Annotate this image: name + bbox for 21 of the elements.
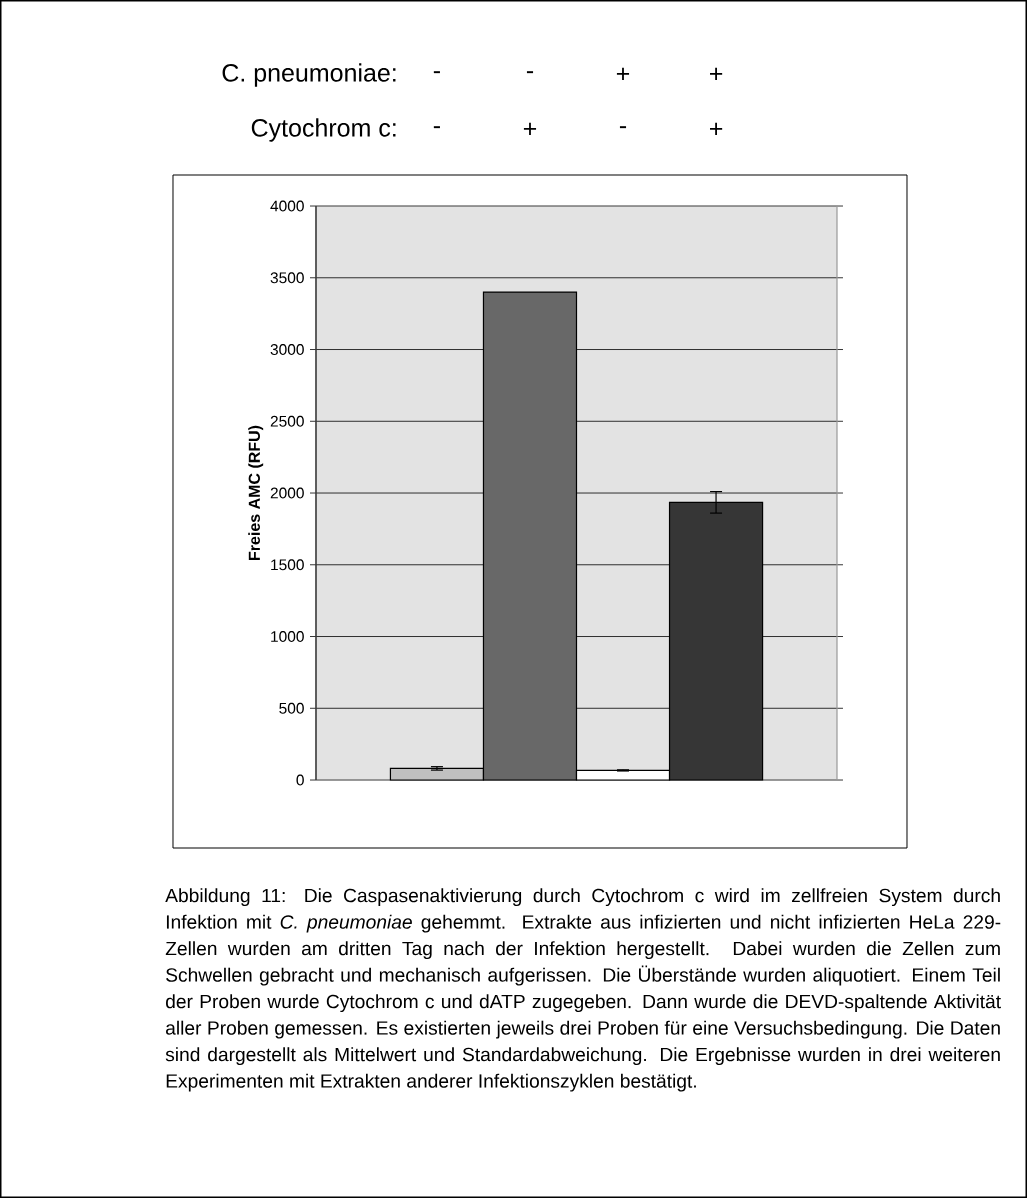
y-tick-label: 4000 bbox=[270, 200, 304, 212]
y-tick-label: 3000 bbox=[270, 344, 304, 356]
y-tick-label: 1500 bbox=[271, 559, 304, 571]
text: - bbox=[433, 71, 440, 74]
text: - bbox=[433, 126, 440, 129]
y-tick-label: 2500 bbox=[270, 415, 304, 427]
text: C. pneumoniae: bbox=[222, 63, 396, 87]
y-tick-label: 3500 bbox=[270, 272, 304, 284]
y-tick-label: 1000 bbox=[271, 631, 304, 643]
text: Cytochrom c: bbox=[251, 118, 396, 142]
text: + bbox=[616, 67, 630, 81]
y-tick-label: 500 bbox=[279, 702, 304, 714]
text: - bbox=[526, 71, 534, 74]
text: + bbox=[523, 122, 537, 136]
text: + bbox=[710, 122, 723, 136]
y-axis-title: Freies AMC (RFU) bbox=[248, 425, 264, 560]
y-tick-label: 0 bbox=[296, 774, 304, 786]
text: - bbox=[619, 126, 627, 129]
text: + bbox=[710, 67, 723, 81]
text: Abbildung 11: Die Caspasenaktivierung durch Cytochrom c wird im zellfreien System durch Infektion mit C. pneumoniae gehemmt. Extrakte aus infizierten und nicht infizierten HeLa 229-Zellen wurden am dritten Tag nach der Infektion hergestellt. Dabei wurden die Zellen zum Schwellen gebracht und mechanisch aufgerissen. Die Überstände wurden aliquotiert. Einem Teil der Proben wurde Cytochrom c und dATP zugegeben. Dann wurde die DEVD-spaltende Aktivität aller Proben gemessen. Es existierten jeweils drei Proben für eine Versuchsbedingung. Die Daten sind dargestellt als Mittelwert und Standardabweichung. Die Ergebnisse wurden in drei weiteren Experimenten mit Extrakten anderer Infektionszyklen bestätigt. bbox=[165, 888, 1001, 1092]
y-tick-label: 2000 bbox=[270, 487, 304, 499]
